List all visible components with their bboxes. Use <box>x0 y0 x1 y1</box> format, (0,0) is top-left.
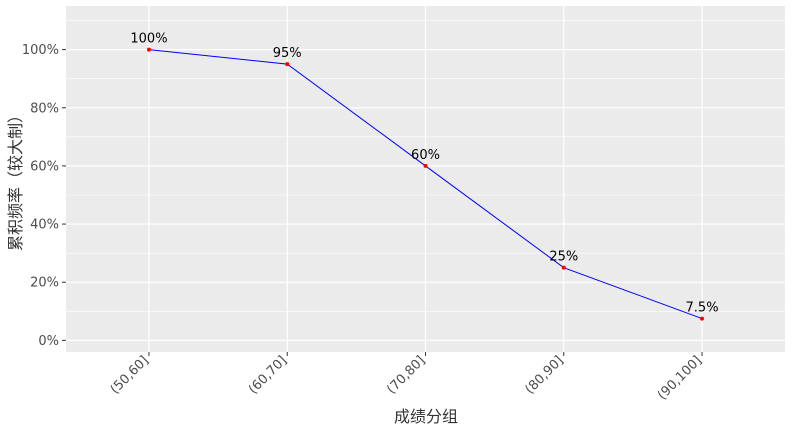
data-label: 25% <box>549 250 578 265</box>
x-axis: (50,60] (60,70] (70,80] (80,90] (90,100] <box>108 352 705 403</box>
data-label: 7.5% <box>686 301 719 316</box>
data-point <box>561 265 566 270</box>
y-tick-label: 60% <box>30 159 59 174</box>
x-tick-label: (60,70] <box>246 353 290 397</box>
x-axis-title: 成绩分组 <box>394 407 458 426</box>
x-tick-label: (90,100] <box>655 353 705 403</box>
y-axis-title: 累积频率（较大制） <box>6 107 25 251</box>
y-tick-label: 40% <box>30 218 59 233</box>
y-tick-label: 0% <box>38 334 59 349</box>
y-tick-label: 20% <box>30 276 59 291</box>
data-label: 60% <box>411 148 440 163</box>
x-tick-label: (70,80] <box>384 353 428 397</box>
data-point <box>285 62 290 67</box>
x-tick-label: (50,60] <box>108 353 152 397</box>
data-label: 100% <box>130 32 167 47</box>
y-tick-label: 100% <box>22 43 59 58</box>
x-tick-label: (80,90] <box>522 353 566 397</box>
data-point <box>700 316 705 321</box>
data-point <box>423 163 428 168</box>
series-cumulative-frequency: 100% 95% 60% 25% 7.5% <box>130 32 719 321</box>
data-point <box>146 47 151 52</box>
y-axis: 0% 20% 40% 60% 80% 100% <box>22 43 66 349</box>
data-label: 95% <box>273 46 302 61</box>
y-tick-label: 80% <box>30 101 59 116</box>
